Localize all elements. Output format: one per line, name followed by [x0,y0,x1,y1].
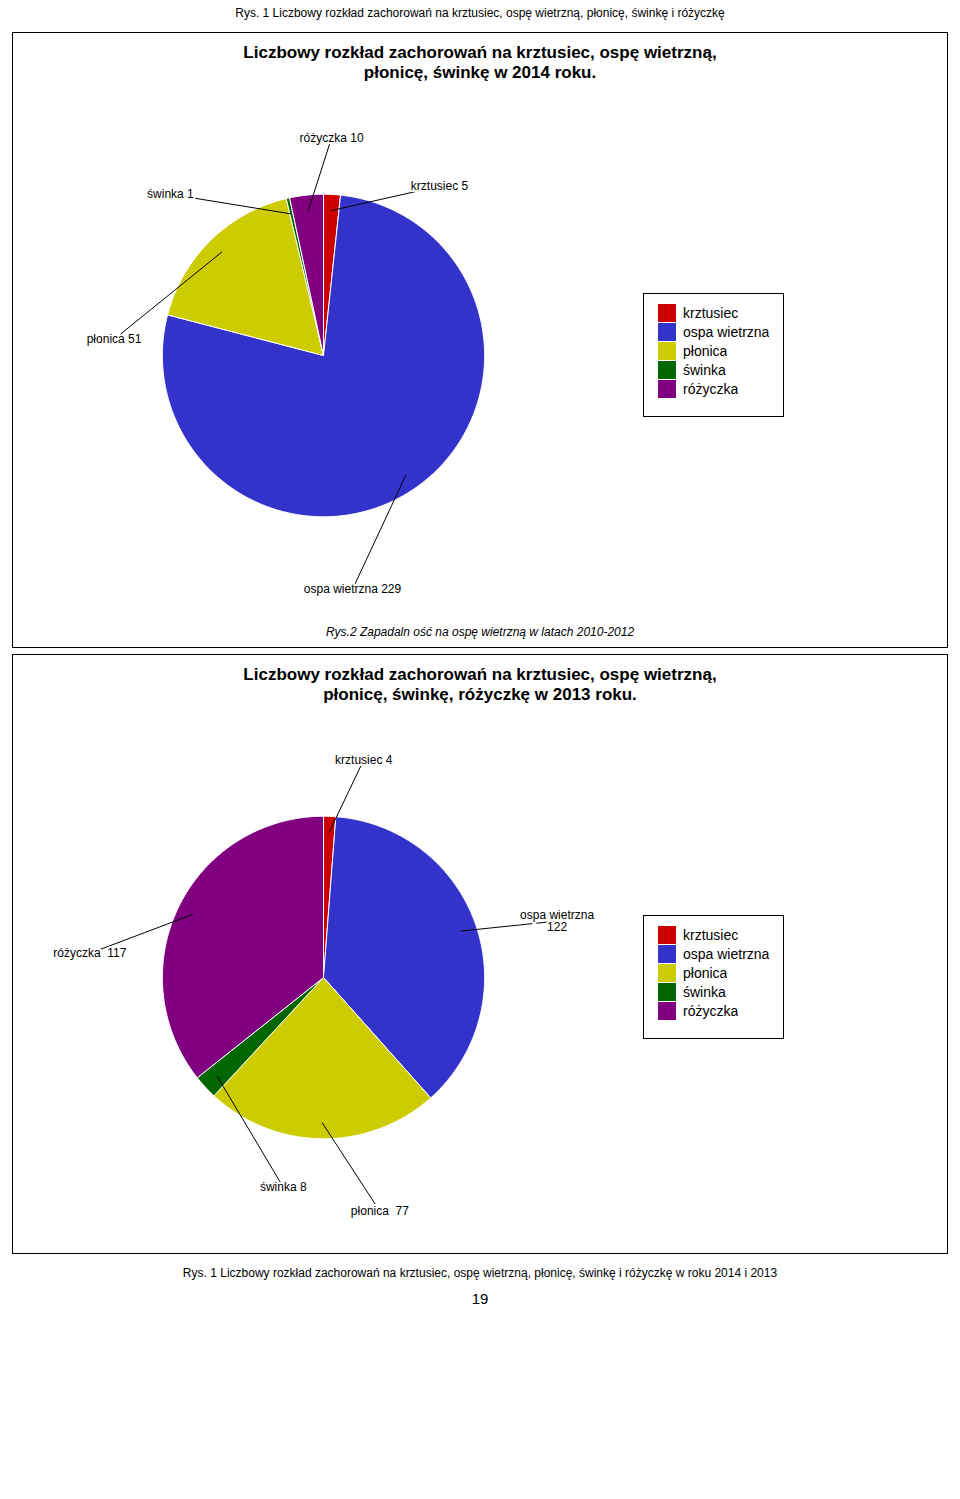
svg-text:świnka 8: świnka 8 [260,1180,307,1194]
html-text:krztusiec: krztusiec [683,305,739,321]
html-text:krztusiec: krztusiec [683,927,739,943]
html-text:różyczka: różyczka [683,381,739,397]
html-text:świnka: świnka [683,984,726,1000]
svg-text:świnka 1: świnka 1 [147,187,194,201]
html-text:Rys. 1 Liczbowy rozkład zachor: Rys. 1 Liczbowy rozkład zachorowań na kr… [182,1266,778,1280]
html-text:świnka: świnka [683,362,726,378]
svg-text:krztusiec 5: krztusiec 5 [411,179,469,193]
svg-text:płonica 51: płonica 51 [87,332,142,346]
html-text:Rys.2 Zapadaln ość na ospę wie: Rys.2 Zapadaln ość na ospę wietrzną w la… [325,625,635,639]
html-text:Liczbowy rozkład zachorowań na: Liczbowy rozkład zachorowań na krztusiec… [243,665,717,704]
html-text:płonica: płonica [683,343,728,359]
html-text:Liczbowy rozkład zachorowań na: Liczbowy rozkład zachorowań na krztusiec… [243,43,717,82]
svg-text:różyczka 10: różyczka 10 [300,131,364,145]
html-text:płonica: płonica [683,965,728,981]
svg-text:ospa wietrzna122: ospa wietrzna122 [520,908,594,934]
html-text:Rys. 1 Liczbowy rozkład zachor: Rys. 1 Liczbowy rozkład zachorowań na kr… [235,6,725,20]
svg-text:płonica 77: płonica 77 [351,1204,409,1218]
svg-text:ospa wietrzna 229: ospa wietrzna 229 [304,582,402,596]
html-text:ospa wietrzna: ospa wietrzna [683,324,770,340]
svg-text:krztusiec 4: krztusiec 4 [335,753,393,767]
html-text:19: 19 [471,1290,489,1307]
svg-text:różyczka 117: różyczka 117 [53,946,126,960]
html-text:ospa wietrzna: ospa wietrzna [683,946,770,962]
html-text:różyczka: różyczka [683,1003,739,1019]
